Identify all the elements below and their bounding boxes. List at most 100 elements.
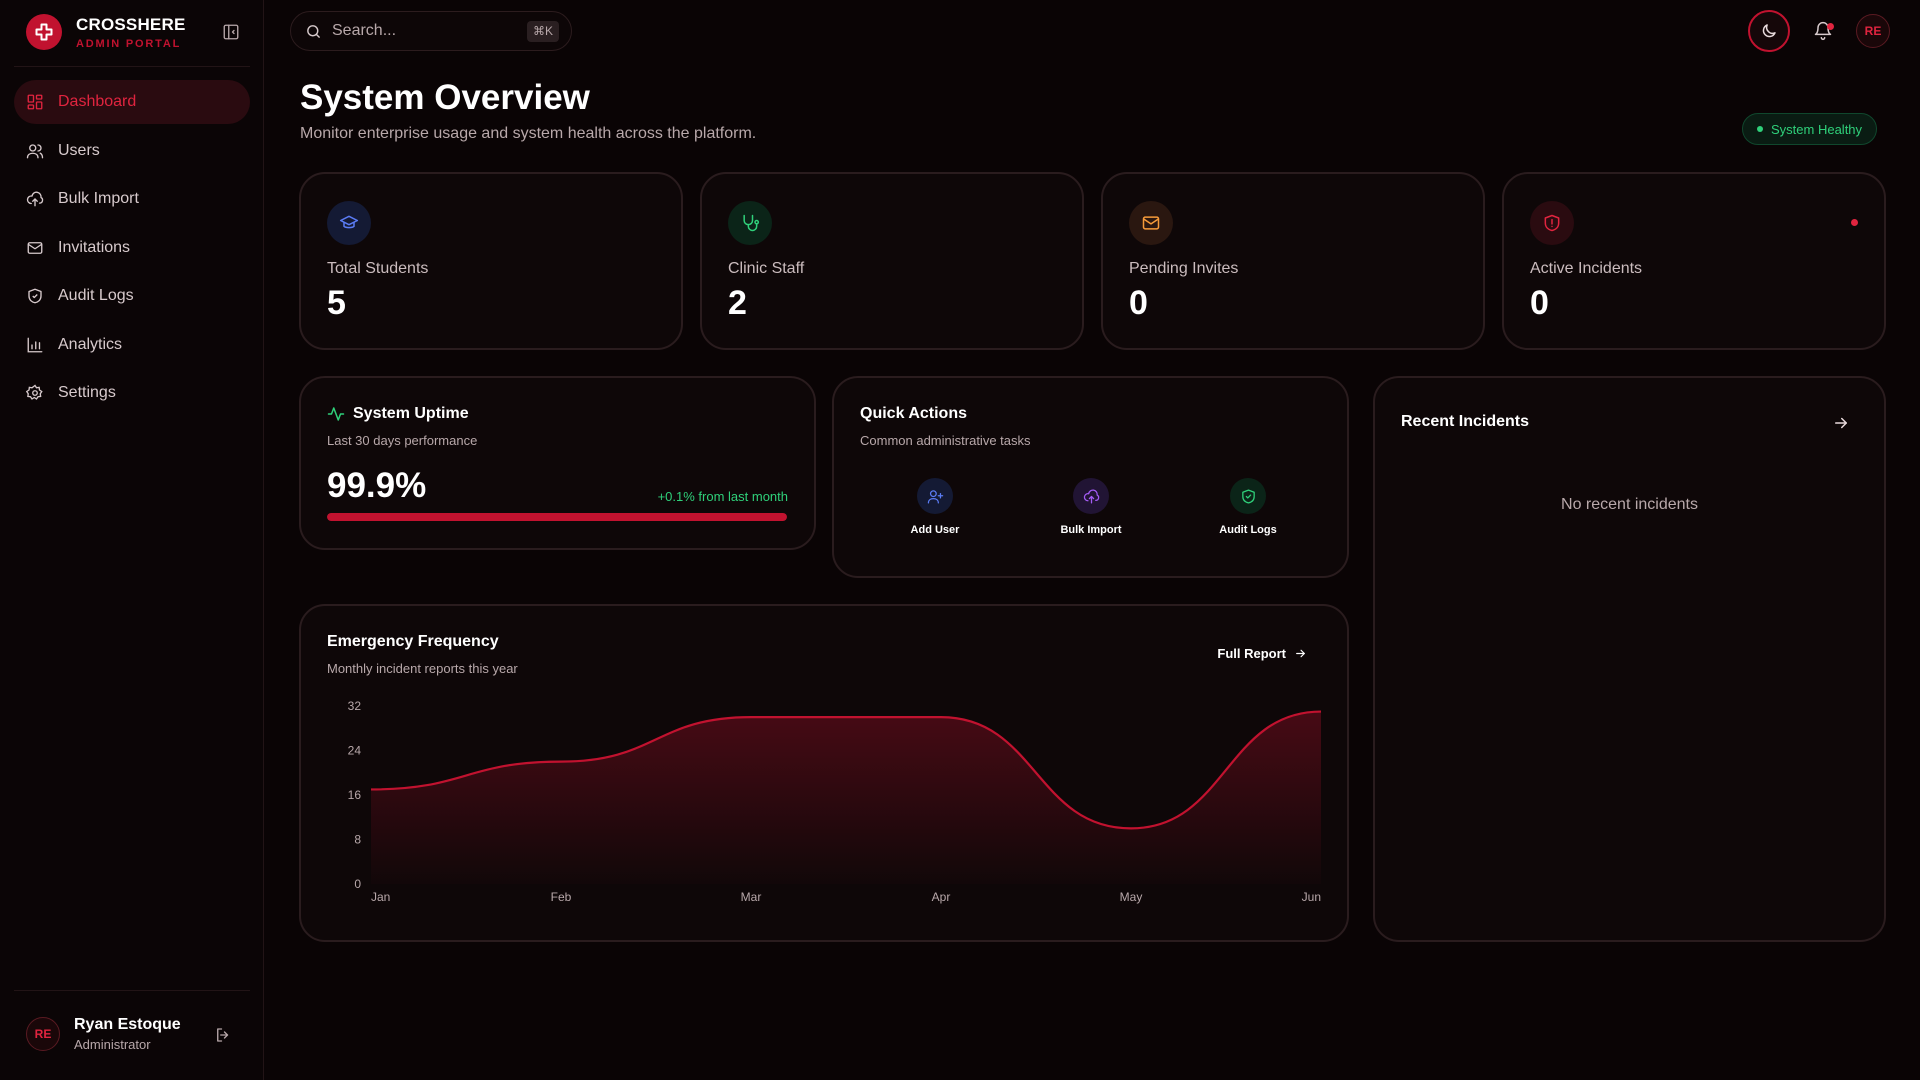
sidebar-divider <box>14 66 250 67</box>
stat-card-total-students: Total Students 5 <box>299 172 683 350</box>
sidebar-item-settings[interactable]: Settings <box>14 371 250 415</box>
x-tick-label: Feb <box>551 890 572 904</box>
sidebar-item-label: Bulk Import <box>58 190 139 207</box>
add-user-button[interactable]: Add User <box>875 478 995 536</box>
card-subtitle: Last 30 days performance <box>327 433 478 448</box>
page-subtitle: Monitor enterprise usage and system heal… <box>300 125 757 142</box>
audit-logs-button[interactable]: Audit Logs <box>1188 478 1308 536</box>
x-tick-label: Jun <box>1302 890 1321 904</box>
sidebar-item-invitations[interactable]: Invitations <box>14 226 250 270</box>
sidebar-item-bulk-import[interactable]: Bulk Import <box>14 177 250 221</box>
search-bar[interactable]: ⌘K <box>290 11 572 51</box>
sidebar-item-dashboard[interactable]: Dashboard <box>14 80 250 124</box>
arrow-right-icon[interactable] <box>1832 414 1850 432</box>
sidebar-item-label: Analytics <box>58 335 123 353</box>
y-tick-label: 0 <box>354 877 361 891</box>
bar-chart-icon <box>27 337 43 352</box>
y-tick-label: 16 <box>348 788 362 802</box>
users-icon <box>26 143 44 158</box>
card-title: Quick Actions <box>860 405 967 422</box>
card-title: System Uptime <box>353 405 469 422</box>
card-title: Emergency Frequency <box>327 633 499 650</box>
stethoscope-icon <box>728 201 772 245</box>
sidebar-item-label: Dashboard <box>58 93 137 110</box>
stat-card-active-incidents: Active Incidents 0 <box>1502 172 1886 350</box>
emergency-frequency-card: Emergency Frequency Monthly incident rep… <box>299 604 1349 942</box>
chart-series-line <box>370 710 1322 830</box>
upload-cloud-icon <box>26 191 44 207</box>
uptime-change: +0.1% from last month <box>657 489 788 504</box>
dashboard-icon <box>27 94 43 110</box>
bell-icon <box>1814 21 1832 41</box>
notifications-button[interactable] <box>1806 14 1840 48</box>
search-icon <box>307 24 320 38</box>
card-subtitle: Common administrative tasks <box>860 433 1031 448</box>
moon-icon <box>1762 24 1776 38</box>
recent-incidents-card: Recent Incidents No recent incidents <box>1373 376 1886 942</box>
sidebar: CROSSHERE ADMIN PORTAL Dashboard Users B… <box>0 0 264 1080</box>
quick-action-label: Add User <box>910 524 960 536</box>
logout-icon[interactable] <box>214 1026 232 1044</box>
x-tick-label: May <box>1120 890 1143 904</box>
sidebar-item-label: Users <box>58 141 100 159</box>
system-uptime-card: System Uptime Last 30 days performance 9… <box>299 376 816 550</box>
user-name: Ryan Estoque <box>74 1016 181 1033</box>
graduation-cap-icon <box>327 201 371 245</box>
sidebar-item-analytics[interactable]: Analytics <box>14 323 250 367</box>
quick-action-label: Bulk Import <box>1060 524 1122 536</box>
x-tick-label: Apr <box>932 890 951 904</box>
gear-icon <box>26 384 43 400</box>
quick-action-label: Audit Logs <box>1219 524 1277 536</box>
sidebar-item-label: Audit Logs <box>58 287 134 304</box>
y-tick-label: 24 <box>348 744 362 758</box>
uptime-progress-fill <box>327 513 787 521</box>
quick-actions-card: Quick Actions Common administrative task… <box>832 376 1349 578</box>
y-tick-label: 8 <box>354 833 361 847</box>
sidebar-item-users[interactable]: Users <box>14 129 250 173</box>
activity-icon <box>327 407 345 421</box>
brand[interactable]: CROSSHERE ADMIN PORTAL <box>26 14 186 50</box>
avatar[interactable]: RE <box>1856 14 1890 48</box>
uptime-value: 99.9% <box>327 466 427 505</box>
theme-toggle-button[interactable] <box>1748 10 1790 52</box>
uptime-progress-bar <box>327 513 787 521</box>
brand-name: CROSSHERE <box>76 14 186 34</box>
page-title: System Overview <box>300 78 590 117</box>
empty-state: No recent incidents <box>1561 496 1698 513</box>
notification-dot <box>1827 23 1834 30</box>
mail-icon <box>27 241 43 254</box>
search-input[interactable] <box>332 22 522 40</box>
sidebar-item-label: Settings <box>58 384 116 401</box>
sidebar-item-label: Invitations <box>58 238 131 256</box>
stat-value: 5 <box>327 284 346 322</box>
search-shortcut: ⌘K <box>526 21 559 42</box>
emergency-frequency-chart: 0 8 16 24 32 Jan Feb Mar Apr May Jun <box>348 699 1322 904</box>
shield-check-icon <box>1230 478 1266 514</box>
stat-value: 2 <box>728 284 747 322</box>
full-report-label: Full Report <box>1217 646 1286 661</box>
brand-subtitle: ADMIN PORTAL <box>76 37 182 50</box>
status-label: System Healthy <box>1771 121 1863 137</box>
topbar-actions: RE <box>1748 10 1890 52</box>
stat-value: 0 <box>1530 284 1549 322</box>
card-subtitle: Monthly incident reports this year <box>327 661 518 676</box>
bulk-import-button[interactable]: Bulk Import <box>1031 478 1151 536</box>
stat-label: Total Students <box>327 260 429 277</box>
stat-value: 0 <box>1129 284 1148 322</box>
cross-logo-icon <box>26 14 62 50</box>
y-tick-label: 32 <box>348 699 362 713</box>
sidebar-collapse-icon[interactable] <box>222 23 240 41</box>
full-report-link[interactable]: Full Report <box>1217 646 1307 661</box>
sidebar-nav: Dashboard Users Bulk Import Invitations … <box>14 80 250 420</box>
sidebar-divider <box>14 990 250 991</box>
status-dot <box>1757 126 1763 132</box>
user-profile[interactable]: RE Ryan Estoque Administrator <box>26 1016 181 1052</box>
avatar: RE <box>26 1017 60 1051</box>
x-tick-label: Jan <box>371 890 390 904</box>
incident-alert-dot <box>1851 219 1858 226</box>
user-plus-icon <box>917 478 953 514</box>
shield-alert-icon <box>1530 201 1574 245</box>
mail-icon <box>1129 201 1173 245</box>
sidebar-item-audit-logs[interactable]: Audit Logs <box>14 274 250 318</box>
